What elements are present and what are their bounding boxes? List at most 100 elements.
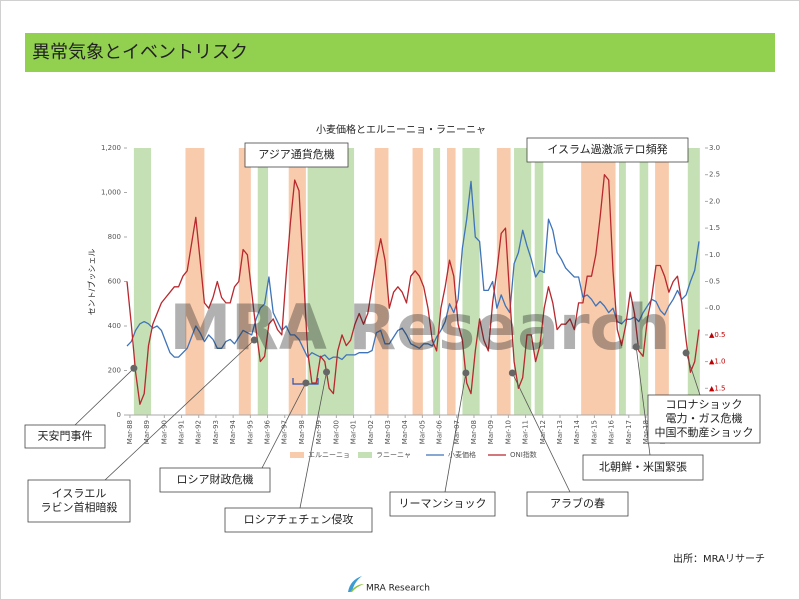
y-tick-label: 1,000 xyxy=(101,189,121,197)
period-band xyxy=(257,148,269,415)
period-band xyxy=(307,148,355,415)
leader-line xyxy=(261,382,307,469)
leader-line xyxy=(444,372,467,493)
note-box xyxy=(244,142,349,168)
legend-label: 小麦価格 xyxy=(448,450,476,459)
x-tick-label: Mar-18 xyxy=(642,420,650,444)
note-box xyxy=(224,507,373,533)
x-tick-label: Mar-94 xyxy=(229,419,237,444)
x-tick-label: Mar-07 xyxy=(453,420,461,444)
x-tick-label: Mar-91 xyxy=(178,420,186,444)
leader-line xyxy=(685,352,701,396)
x-tick-label: Mar-12 xyxy=(539,420,547,444)
period-band xyxy=(185,148,205,415)
period-band xyxy=(288,148,306,415)
x-tick-label: Mar-88 xyxy=(126,420,134,444)
logo-icon xyxy=(348,576,364,592)
y-axis-label: セント/ブッシェル xyxy=(87,249,97,316)
y2-tick-label: 1.0 xyxy=(709,251,720,259)
note-box xyxy=(526,491,629,517)
event-dot xyxy=(682,349,690,357)
y-tick-label: 600 xyxy=(108,278,121,286)
note-text: アラブの春 xyxy=(550,496,605,510)
legend-swatch xyxy=(358,452,372,458)
note-text: 北朝鮮・米国緊張 xyxy=(599,460,687,474)
x-tick-label: Mar-08 xyxy=(470,420,478,444)
x-tick-label: Mar-99 xyxy=(315,420,323,444)
y-tick-label: 200 xyxy=(108,367,121,375)
y2-tick-label: 2.5 xyxy=(709,171,720,179)
period-band xyxy=(412,148,423,415)
x-tick-label: Mar-93 xyxy=(212,420,220,444)
legend-label: ラニーニャ xyxy=(376,451,411,459)
period-band xyxy=(514,148,532,415)
x-tick-label: Mar-92 xyxy=(195,420,203,444)
note-box xyxy=(389,491,496,517)
note-text: リーマンショック xyxy=(399,497,487,510)
x-tick-label: Mar-10 xyxy=(504,420,512,444)
logo-leaf xyxy=(350,584,364,592)
y2-tick-label: 2.0 xyxy=(709,197,720,205)
x-tick-label: Mar-05 xyxy=(418,420,426,444)
x-tick-label: Mar-97 xyxy=(281,420,289,444)
source: 出所：MRAリサーチ xyxy=(673,552,765,565)
period-band xyxy=(639,148,649,415)
note-text: コロナショック xyxy=(666,398,743,411)
logo-leaf xyxy=(348,576,362,592)
x-tick-label: Mar-01 xyxy=(350,420,358,444)
x-tick-label: Mar-89 xyxy=(143,420,151,444)
x-tick-label: Mar-95 xyxy=(246,420,254,444)
note-box xyxy=(582,454,704,481)
x-tick-label: Mar-14 xyxy=(573,419,581,444)
watermark: MRA Research xyxy=(169,291,670,364)
y2-tick-label: ▲1.5 xyxy=(709,384,726,392)
logo-text: MRA Research xyxy=(366,584,430,594)
y2-tick-label: 1.5 xyxy=(709,224,720,232)
x-tick-label: Mar-03 xyxy=(384,420,392,444)
x-tick-label: Mar-98 xyxy=(298,420,306,444)
x-tick-label: Mar-09 xyxy=(487,420,495,444)
note-text: 中国不動産ショック xyxy=(655,425,754,439)
x-tick-label: Mar-15 xyxy=(590,420,598,444)
note-text: ロシアチェチェン侵攻 xyxy=(244,512,354,526)
x-tick-label: Mar-06 xyxy=(436,419,444,444)
y-tick-label: 0 xyxy=(117,411,121,419)
x-tick-label: Mar-16 xyxy=(608,419,616,444)
event-dot xyxy=(250,336,258,344)
note-text: ロシア財政危機 xyxy=(177,472,254,486)
y2-tick-label: ▲1.0 xyxy=(709,358,726,366)
x-tick-label: Mar-96 xyxy=(264,419,272,444)
event-dot xyxy=(302,379,310,387)
period-band xyxy=(618,148,626,415)
header-bar xyxy=(25,33,775,72)
note-text: イスラエル xyxy=(52,487,107,500)
x-tick-label: Mar-90 xyxy=(160,420,168,444)
y2-tick-label: 0.0 xyxy=(709,304,720,312)
period-band xyxy=(133,148,152,415)
y2-tick-label: 3.0 xyxy=(709,144,720,152)
legend-label: エルニーニョ xyxy=(308,451,350,459)
series-line xyxy=(126,174,700,405)
leader-line xyxy=(299,371,327,509)
chart-title: 小麦価格とエルニーニョ・ラニーニャ xyxy=(316,123,486,136)
y-tick-label: 1,200 xyxy=(101,144,121,152)
leader-line xyxy=(511,372,571,493)
note-box xyxy=(159,467,271,493)
note-box xyxy=(27,479,131,523)
series-line xyxy=(126,180,700,361)
period-band xyxy=(433,148,441,415)
leader-line xyxy=(74,367,135,426)
y2-tick-label: 0.5 xyxy=(709,278,720,286)
x-tick-label: Mar-04 xyxy=(401,419,409,444)
x-tick-label: Mar-00 xyxy=(332,420,340,444)
note-box xyxy=(647,394,761,444)
event-dot xyxy=(323,368,331,376)
event-dot xyxy=(462,369,470,377)
y-tick-label: 800 xyxy=(108,233,121,241)
note-box xyxy=(24,424,106,449)
note-text: 電力・ガス危機 xyxy=(666,411,743,425)
plot: 0 200 400 600 800 1,000 1,200 3.0 2.5 2.0 1.5 1.0 0.… xyxy=(101,144,726,459)
event-dot xyxy=(632,343,640,351)
